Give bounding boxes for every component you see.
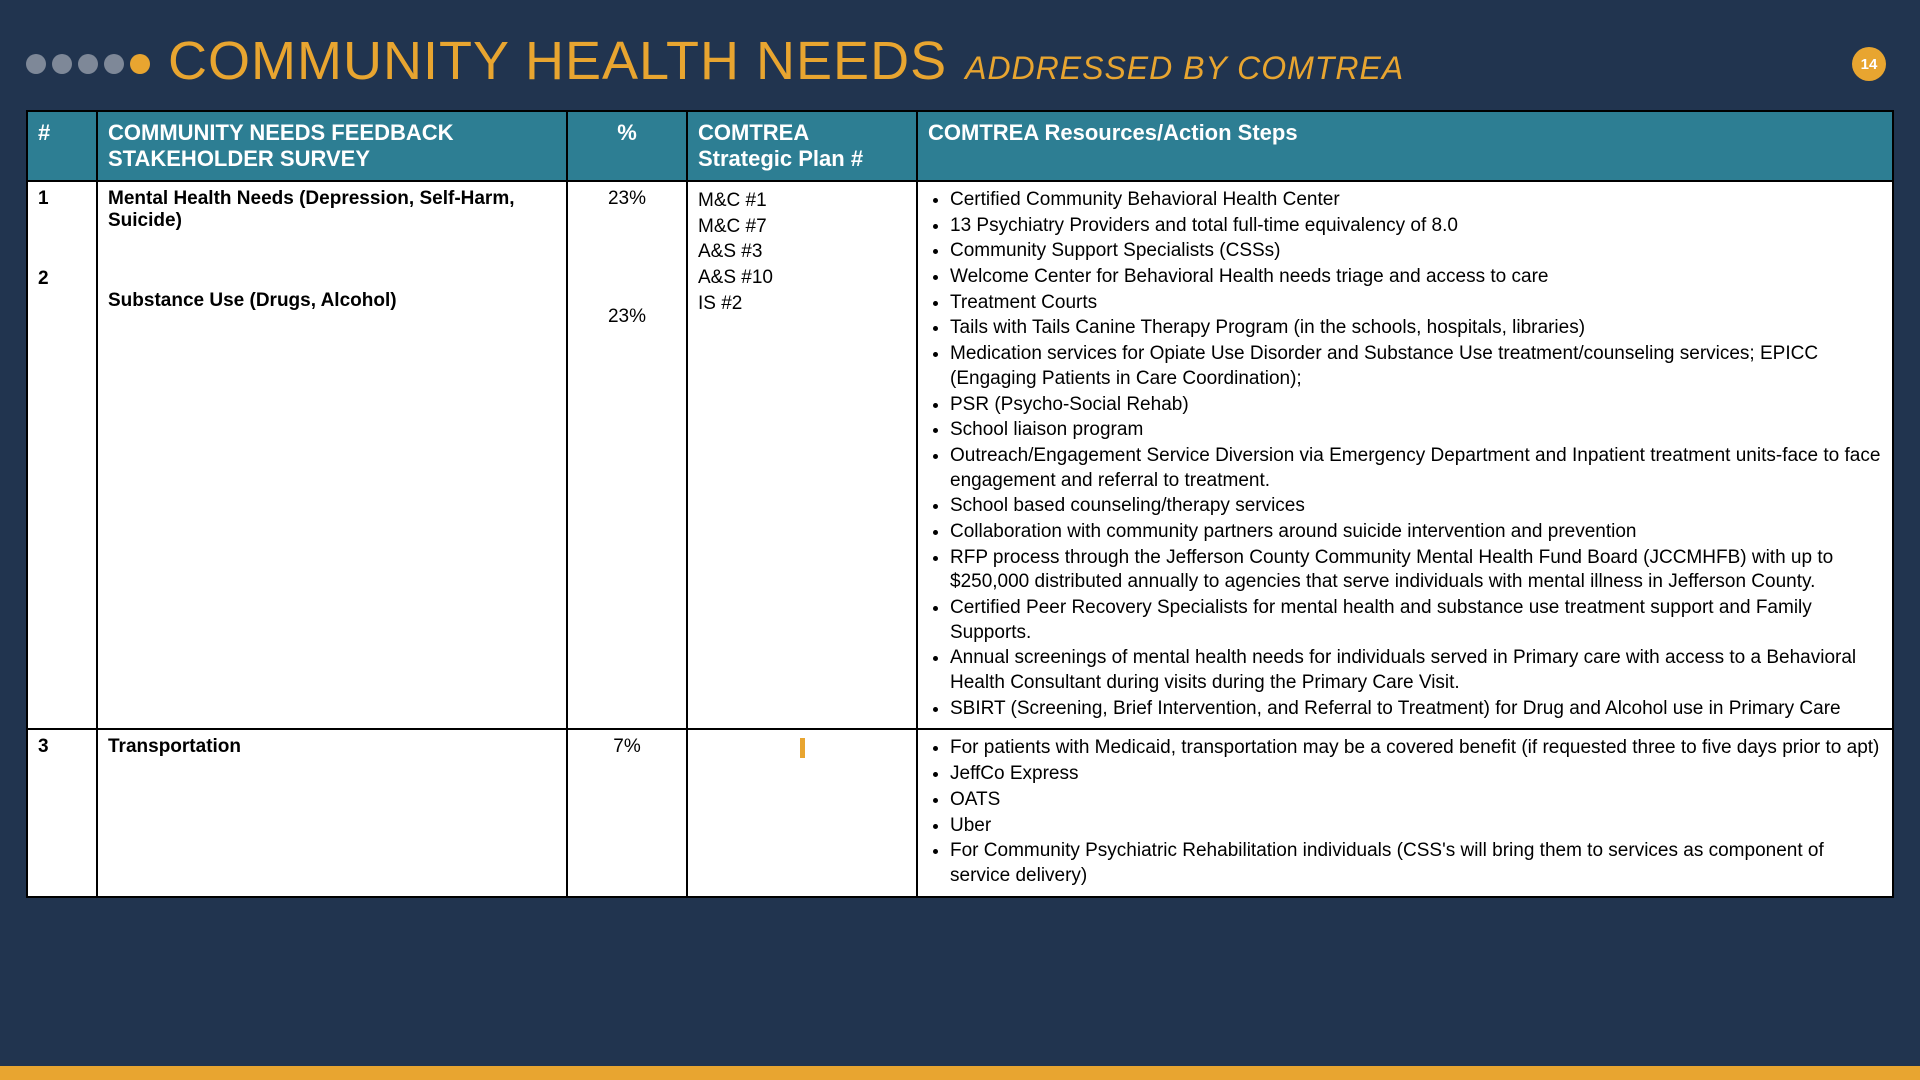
resource-item: Certified Community Behavioral Health Ce…	[950, 188, 1882, 213]
bottom-accent-stripe	[0, 1066, 1920, 1080]
resource-item: Uber	[950, 814, 1882, 839]
dot-dim-icon	[104, 54, 124, 74]
resource-item: Tails with Tails Canine Therapy Program …	[950, 316, 1882, 341]
cell-percent: 23% 23%	[567, 181, 687, 729]
resource-item: RFP process through the Jefferson County…	[950, 546, 1882, 595]
plan-item: M&C #7	[698, 214, 906, 240]
resource-item: SBIRT (Screening, Brief Intervention, an…	[950, 697, 1882, 722]
col-header-res: COMTREA Resources/Action Steps	[917, 111, 1893, 181]
percent-value: 23%	[578, 306, 676, 328]
plan-item: M&C #1	[698, 188, 906, 214]
resource-item: 13 Psychiatry Providers and total full-t…	[950, 214, 1882, 239]
row-number: 3	[38, 736, 86, 758]
col-header-num: #	[27, 111, 97, 181]
dot-dim-icon	[26, 54, 46, 74]
table-row: 3 Transportation 7% For patients with Medic…	[27, 729, 1893, 896]
row-number: 2	[38, 268, 86, 290]
cell-num: 12	[27, 181, 97, 729]
cell-resources: Certified Community Behavioral Health Ce…	[917, 181, 1893, 729]
resource-item: Community Support Specialists (CSSs)	[950, 239, 1882, 264]
resource-item: Certified Peer Recovery Specialists for …	[950, 596, 1882, 645]
resource-item: Outreach/Engagement Service Diversion vi…	[950, 444, 1882, 493]
col-header-plan: COMTREA Strategic Plan #	[687, 111, 917, 181]
resource-item: For patients with Medicaid, transportati…	[950, 736, 1882, 761]
resource-item: Collaboration with community partners ar…	[950, 520, 1882, 545]
resource-item: For Community Psychiatric Rehabilitation…	[950, 839, 1882, 888]
title-sub: ADDRESSED BY COMTREA	[965, 50, 1404, 87]
table-body: 12Mental Health Needs (Depression, Self-…	[27, 181, 1893, 897]
table-row: 12Mental Health Needs (Depression, Self-…	[27, 181, 1893, 729]
cell-num: 3	[27, 729, 97, 896]
header-dots	[26, 54, 150, 74]
resource-item: School based counseling/therapy services	[950, 494, 1882, 519]
cell-resources: For patients with Medicaid, transportati…	[917, 729, 1893, 896]
percent-value: 7%	[578, 736, 676, 758]
resource-item: Annual screenings of mental health needs…	[950, 646, 1882, 695]
cell-need: Mental Health Needs (Depression, Self-Ha…	[97, 181, 567, 729]
resource-item: PSR (Psycho-Social Rehab)	[950, 393, 1882, 418]
cell-percent: 7%	[567, 729, 687, 896]
resource-item: School liaison program	[950, 418, 1882, 443]
title-wrap: COMMUNITY HEALTH NEEDS ADDRESSED BY COMT…	[168, 30, 1834, 92]
need-text: Mental Health Needs (Depression, Self-Ha…	[108, 188, 556, 232]
resource-item: OATS	[950, 788, 1882, 813]
resources-list: For patients with Medicaid, transportati…	[928, 736, 1882, 888]
row-number: 1	[38, 188, 86, 210]
need-text: Substance Use (Drugs, Alcohol)	[108, 290, 556, 312]
plan-item: IS #2	[698, 291, 906, 317]
dot-dim-icon	[78, 54, 98, 74]
resources-list: Certified Community Behavioral Health Ce…	[928, 188, 1882, 721]
col-header-pct: %	[567, 111, 687, 181]
dot-accent-icon	[130, 54, 150, 74]
slide: COMMUNITY HEALTH NEEDS ADDRESSED BY COMT…	[0, 0, 1920, 1080]
cell-plan	[687, 729, 917, 896]
title-main: COMMUNITY HEALTH NEEDS	[168, 30, 947, 92]
plan-item: A&S #10	[698, 265, 906, 291]
needs-table: # COMMUNITY NEEDS FEEDBACK STAKEHOLDER S…	[26, 110, 1894, 898]
text-cursor-icon	[800, 738, 805, 758]
need-text: Transportation	[108, 736, 556, 758]
resource-item: Welcome Center for Behavioral Health nee…	[950, 265, 1882, 290]
resource-item: Medication services for Opiate Use Disor…	[950, 342, 1882, 391]
col-header-need: COMMUNITY NEEDS FEEDBACK STAKEHOLDER SUR…	[97, 111, 567, 181]
resource-item: JeffCo Express	[950, 762, 1882, 787]
table-header-row: # COMMUNITY NEEDS FEEDBACK STAKEHOLDER S…	[27, 111, 1893, 181]
resource-item: Treatment Courts	[950, 291, 1882, 316]
cell-plan: M&C #1M&C #7A&S #3A&S #10IS #2	[687, 181, 917, 729]
page-number-badge: 14	[1852, 47, 1886, 81]
percent-value: 23%	[578, 188, 676, 210]
cell-need: Transportation	[97, 729, 567, 896]
slide-header: COMMUNITY HEALTH NEEDS ADDRESSED BY COMT…	[26, 30, 1894, 92]
plan-item: A&S #3	[698, 239, 906, 265]
dot-dim-icon	[52, 54, 72, 74]
